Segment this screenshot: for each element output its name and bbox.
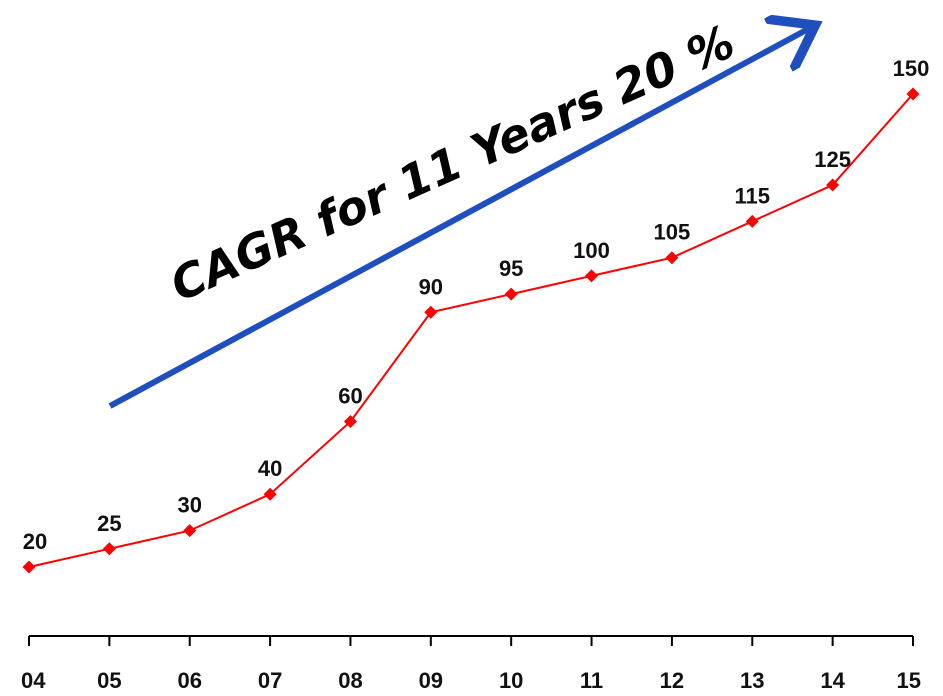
x-tick-label: 06 (177, 668, 201, 693)
data-label: 20 (23, 529, 47, 554)
x-tick-label: 05 (97, 668, 121, 693)
x-tick-label: 14 (820, 668, 845, 693)
data-labels: 20 25 30 40 60 90 95 100 105 115 125 150 (23, 56, 930, 554)
x-axis (28, 635, 914, 646)
series-line (28, 93, 914, 568)
data-label: 90 (419, 274, 443, 299)
data-label: 95 (499, 256, 523, 281)
x-tick-label: 09 (419, 668, 443, 693)
data-label: 150 (893, 56, 930, 81)
data-label: 25 (97, 511, 121, 536)
cagr-annotation: CAGR for 11 Years 20 % (108, 14, 810, 409)
x-tick-label: 07 (258, 668, 282, 693)
data-label: 60 (338, 383, 362, 408)
data-point-marker (504, 287, 518, 301)
data-label: 40 (258, 456, 282, 481)
data-point-marker (22, 560, 36, 574)
data-point-marker (906, 87, 920, 101)
series-polyline (28, 93, 914, 568)
data-point-marker (183, 524, 197, 538)
data-points (22, 87, 920, 574)
x-tick-label: 12 (660, 668, 684, 693)
x-tick-labels: 04 05 06 07 08 09 10 11 12 13 14 15 (21, 668, 921, 693)
data-point-marker (585, 269, 599, 283)
x-tick-label: 08 (338, 668, 362, 693)
data-point-marker (745, 214, 759, 228)
data-label: 125 (814, 147, 851, 172)
x-tick-label: 10 (499, 668, 523, 693)
x-tick-label: 13 (740, 668, 764, 693)
data-point-marker (665, 251, 679, 265)
data-point-marker (102, 542, 116, 556)
data-label: 105 (654, 220, 691, 245)
data-label: 115 (735, 183, 771, 208)
cagr-annotation-text: CAGR for 11 Years 20 % (163, 14, 743, 312)
x-tick-label: 11 (580, 668, 603, 693)
data-label: 30 (177, 493, 201, 518)
data-point-marker (343, 414, 357, 428)
data-point-marker (424, 305, 438, 319)
x-tick-label: 15 (897, 668, 921, 693)
cagr-arrow (108, 28, 810, 409)
data-point-marker (263, 487, 277, 501)
x-tick-label: 04 (21, 668, 46, 693)
data-point-marker (826, 178, 840, 192)
data-label: 100 (573, 238, 610, 263)
